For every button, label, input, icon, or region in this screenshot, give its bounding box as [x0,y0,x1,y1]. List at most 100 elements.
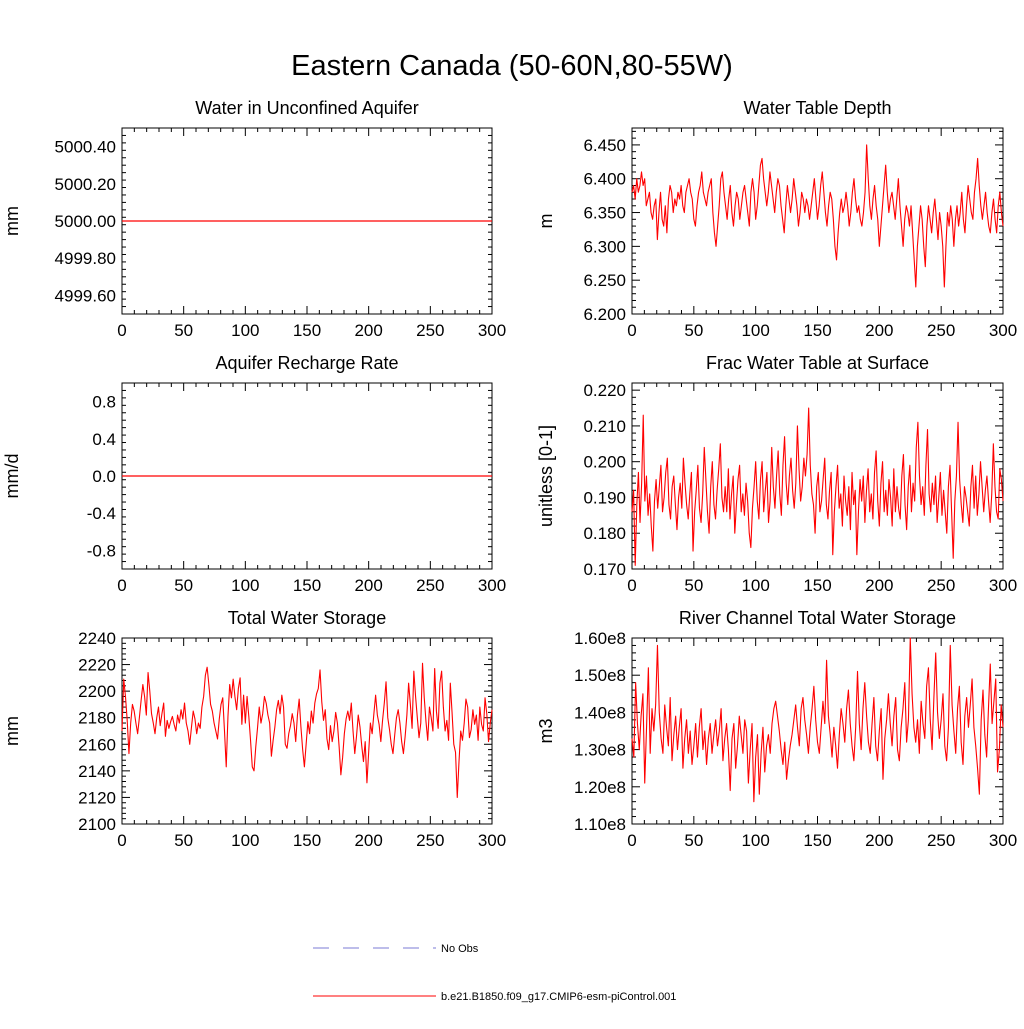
chart-panel-5: Total Water Storage mm 0 50 100 150 200 250 300 2… [2,608,506,850]
x-tick-label: 50 [174,831,193,850]
x-tick-label: 0 [117,831,126,850]
y-tick-label: 5000.40 [55,138,116,157]
x-tick-label: 100 [741,576,769,595]
y-tick-label: 2120 [78,788,116,807]
x-tick-label: 0 [627,576,636,595]
chart-panel-3: Aquifer Recharge Rate mm/d 0 50 100 150 200 250… [2,353,506,595]
x-tick-label: 150 [803,576,831,595]
x-tick-label: 300 [478,321,506,340]
y-tick-label: 2100 [78,815,116,834]
x-tick-label: 300 [989,321,1017,340]
x-tick-label: 200 [865,831,893,850]
y-tick-label: 6.400 [583,170,626,189]
y-tick-label: -0.8 [87,541,116,560]
panel-title: Water in Unconfined Aquifer [195,98,418,118]
x-tick-label: 50 [174,321,193,340]
series-line [631,144,1004,288]
x-tick-label: 50 [174,576,193,595]
x-tick-label: 200 [354,831,382,850]
y-tick-label: 2180 [78,709,116,728]
y-tick-label: 6.200 [583,305,626,324]
y-tick-label: 0.200 [583,453,626,472]
x-tick-label: 150 [293,576,321,595]
series-line [121,662,493,798]
x-tick-label: 50 [684,321,703,340]
y-tick-label: 1.50e8 [574,666,626,685]
y-axis-label: m [536,214,556,229]
y-tick-label: 5000.00 [55,212,116,231]
y-tick-label: 4999.80 [55,249,116,268]
x-tick-label: 250 [416,321,444,340]
x-tick-label: 0 [117,576,126,595]
y-tick-label: 2220 [78,656,116,675]
y-tick-label: 0.180 [583,524,626,543]
y-tick-label: 1.40e8 [574,703,626,722]
x-tick-label: 50 [684,576,703,595]
y-tick-label: 4999.60 [55,286,116,305]
y-axis-label: mm/d [2,454,22,499]
x-tick-label: 50 [684,831,703,850]
y-tick-label: 6.250 [583,271,626,290]
panel-title: Frac Water Table at Surface [706,353,929,373]
y-tick-label: -0.4 [87,504,116,523]
y-tick-label: 0.4 [92,430,116,449]
x-tick-label: 150 [293,321,321,340]
y-tick-label: 2140 [78,762,116,781]
x-tick-label: 300 [989,576,1017,595]
y-tick-label: 6.450 [583,136,626,155]
x-tick-label: 250 [927,576,955,595]
chart-panel-6: River Channel Total Water Storage m3 0 50 10… [536,608,1017,850]
x-tick-label: 300 [478,576,506,595]
legend: No Obs b.e21.B1850.f09_g17.CMIP6-esm-piCo… [313,943,676,1003]
y-tick-label: 1.30e8 [574,741,626,760]
x-tick-label: 0 [627,831,636,850]
x-tick-label: 300 [989,831,1017,850]
legend-label: No Obs [441,943,479,955]
x-tick-label: 250 [416,831,444,850]
y-axis-label: m3 [536,718,556,743]
x-tick-label: 200 [865,321,893,340]
y-axis-label: unitless [0-1] [536,425,556,527]
y-tick-label: 2240 [78,629,116,648]
panel-title: Total Water Storage [228,608,386,628]
y-tick-label: 0.170 [583,560,626,579]
panel-title: River Channel Total Water Storage [679,608,956,628]
x-tick-label: 100 [741,831,769,850]
y-tick-label: 6.350 [583,204,626,223]
chart-panel-2: Water Table Depth m 0 50 100 150 200 250 300 6.20… [536,98,1017,340]
y-tick-label: 0.220 [583,381,626,400]
y-tick-label: 0.210 [583,417,626,436]
y-tick-label: 0.190 [583,488,626,507]
x-tick-label: 250 [927,831,955,850]
x-tick-label: 100 [231,576,259,595]
y-axis-label: mm [2,716,22,746]
chart-panel-1: Water in Unconfined Aquifer mm 0 50 100 150 20… [2,98,506,340]
x-tick-label: 0 [627,321,636,340]
y-tick-label: 5000.20 [55,175,116,194]
series-line [631,407,1004,566]
page-title: Eastern Canada (50-60N,80-55W) [291,50,733,82]
y-tick-label: 1.20e8 [574,778,626,797]
x-tick-label: 200 [865,576,893,595]
x-tick-label: 150 [293,831,321,850]
y-tick-label: 0.0 [92,467,116,486]
x-tick-label: 200 [354,576,382,595]
x-tick-label: 250 [416,576,444,595]
x-tick-label: 0 [117,321,126,340]
x-tick-label: 200 [354,321,382,340]
x-tick-label: 100 [231,831,259,850]
y-tick-label: 6.300 [583,237,626,256]
x-tick-label: 100 [741,321,769,340]
x-tick-label: 300 [478,831,506,850]
panel-title: Water Table Depth [743,98,891,118]
y-axis-label: mm [2,206,22,236]
legend-label: b.e21.B1850.f09_g17.CMIP6-esm-piControl.… [441,991,676,1003]
panel-title: Aquifer Recharge Rate [215,353,398,373]
y-tick-label: 2160 [78,735,116,754]
chart-panel-4: Frac Water Table at Surface unitless [0-1… [536,353,1017,595]
x-tick-label: 150 [803,831,831,850]
y-tick-label: 0.8 [92,393,116,412]
x-tick-label: 250 [927,321,955,340]
